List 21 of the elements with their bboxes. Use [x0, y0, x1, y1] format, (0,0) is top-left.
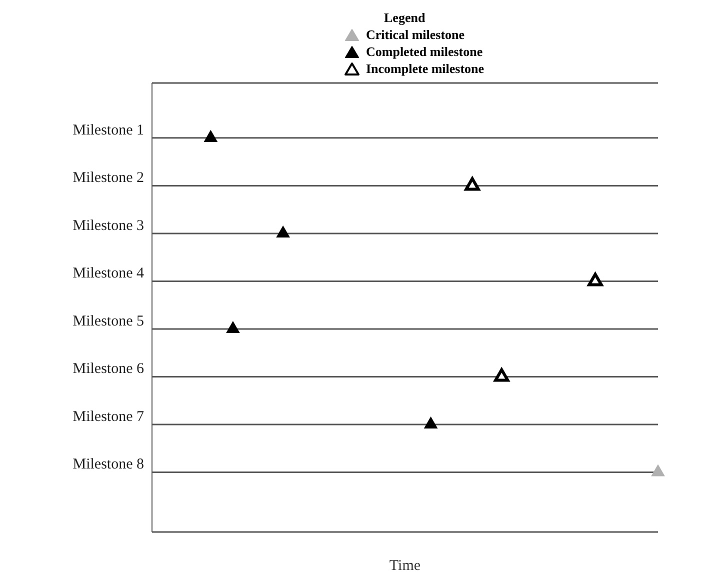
y-tick-label: Milestone 8	[72, 456, 144, 473]
legend-label: Incomplete milestone	[366, 60, 484, 76]
point	[226, 321, 240, 334]
point	[204, 130, 218, 142]
y-tick-label: Milestone 6	[72, 361, 144, 378]
legend-title: Legend	[384, 10, 426, 26]
y-tick-label: Milestone 4	[72, 266, 144, 282]
y-tick-label: Milestone 7	[72, 408, 144, 425]
point	[651, 464, 665, 476]
point	[424, 417, 438, 429]
y-tick-label: Milestone 1	[72, 122, 144, 138]
point	[494, 368, 510, 382]
point	[276, 226, 290, 238]
y-tick-label: Milestone 5	[72, 313, 144, 330]
point	[464, 177, 480, 191]
point	[588, 272, 603, 286]
y-tick-label: Milestone 3	[72, 218, 144, 234]
x-axis-title: Time	[389, 558, 421, 574]
legend-label: Critical milestone	[366, 26, 465, 42]
legend-label: Completed milestone	[366, 44, 483, 60]
y-tick-label: Milestone 2	[72, 170, 144, 186]
